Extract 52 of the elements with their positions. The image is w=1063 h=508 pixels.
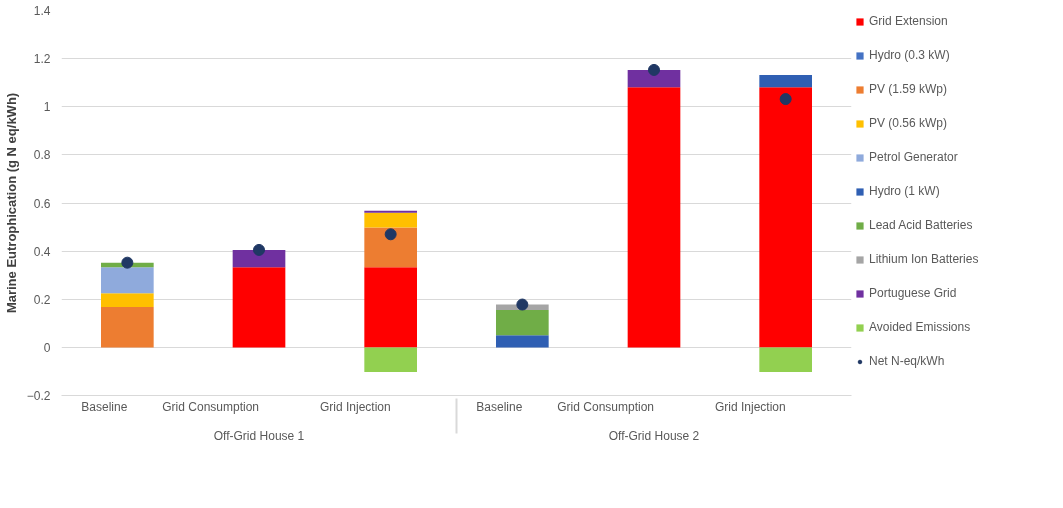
bar [496, 310, 549, 336]
legend-label: Hydro (1 kW) [869, 184, 940, 198]
y-tick-label: 0.2 [33, 292, 51, 307]
bar [627, 69, 681, 88]
legend-label: Avoided Emissions [869, 320, 971, 334]
bar [759, 87, 812, 348]
bar [364, 227, 417, 268]
bar [364, 347, 417, 372]
y-tick-label: 1.4 [33, 4, 51, 18]
legend-label: Net N-eq/kWh [869, 354, 945, 368]
bar [364, 267, 417, 348]
legend-label: Grid Extension [869, 14, 948, 28]
legend-label: Petrol Generator [869, 150, 958, 164]
text: Off-Grid House 1 [213, 428, 305, 443]
y-tick-label: 0.6 [33, 196, 51, 211]
text: Off-Grid House 2 [608, 428, 700, 443]
y-tick-label: −0.2 [26, 389, 51, 403]
bar [364, 212, 417, 228]
y-tick-label: 1.2 [33, 52, 51, 67]
bar [101, 306, 154, 348]
point [779, 93, 792, 106]
legend-label: Lithium Ion Batteries [869, 252, 979, 266]
x-tick-label: Grid Consumption [557, 399, 655, 414]
x-tick-label: Grid Injection [714, 399, 786, 414]
legend-label: PV (0.56 kWp) [869, 116, 948, 130]
point [121, 256, 134, 269]
bar [364, 210, 417, 213]
y-tick-label: 0 [43, 340, 51, 355]
x-tick-label: Grid Consumption [162, 399, 260, 414]
legend-label: Lead Acid Batteries [869, 218, 973, 232]
bar [627, 87, 681, 348]
point [648, 63, 660, 76]
point [516, 298, 529, 311]
bar [759, 347, 812, 372]
bar [496, 335, 549, 348]
x-tick-label: Baseline [476, 399, 523, 414]
bar [232, 267, 286, 348]
legend-label: Hydro (0.3 kW) [869, 48, 950, 62]
legend-label: PV (1.59 kWp) [869, 82, 948, 96]
point [253, 243, 265, 256]
bar [232, 249, 286, 268]
y-axis-title: Marine Eutrophication (g N eq/kWh) [3, 92, 19, 314]
bar [101, 293, 154, 307]
legend-label: Portuguese Grid [869, 286, 957, 300]
y-tick-label: 0.8 [33, 148, 51, 163]
y-tick-label: 1 [43, 100, 51, 115]
bar [759, 74, 812, 88]
x-tick-label: Baseline [81, 399, 128, 414]
point [384, 228, 397, 241]
x-tick-label: Grid Injection [319, 399, 391, 414]
y-tick-label: 0.4 [33, 244, 51, 259]
bar [101, 267, 154, 294]
